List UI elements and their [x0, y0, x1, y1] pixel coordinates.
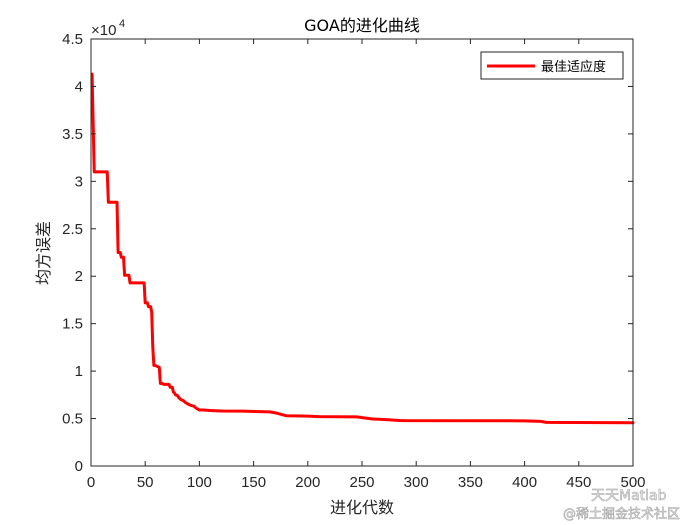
series-layer — [90, 72, 635, 425]
x-tick-label: 50 — [137, 474, 154, 491]
y-exponent-power: 4 — [119, 18, 125, 30]
y-tick-label: 0 — [75, 458, 83, 475]
y-tick-label: 4.5 — [62, 31, 83, 48]
y-axis-label: 均方误差 — [34, 221, 53, 285]
plot-background — [91, 39, 633, 466]
tick-labels: 0 50 100 150 200 250 300 350 400 450 500 0 0.5 1 1.5 2 2… — [62, 31, 645, 491]
y-tick-label: 4 — [75, 78, 83, 95]
y-tick-label: 1.5 — [62, 316, 83, 333]
x-tick-label: 450 — [566, 474, 591, 491]
x-axis-label: 进化代数 — [330, 498, 394, 517]
y-tick-label: 3.5 — [62, 126, 83, 143]
watermark: 天天Matlab @稀土掘金技术社区 — [563, 488, 681, 523]
y-tick-label: 0.5 — [62, 411, 83, 428]
legend-label: 最佳适应度 — [541, 59, 606, 75]
y-tick-label: 2.5 — [62, 221, 83, 238]
chart-title: GOA的进化曲线 — [304, 16, 420, 35]
watermark-line2: @稀土掘金技术社区 — [563, 506, 680, 522]
series-line-0 — [90, 72, 635, 425]
x-tick-label: 400 — [512, 474, 537, 491]
x-tick-label: 300 — [404, 474, 429, 491]
axes-layer — [90, 38, 634, 467]
x-tick-label: 100 — [187, 474, 212, 491]
y-tick-label: 1 — [75, 363, 83, 380]
plot-area — [91, 39, 633, 466]
x-tick-label: 500 — [620, 474, 645, 491]
x-tick-label: 250 — [349, 474, 374, 491]
legend: 最佳适应度 — [480, 51, 624, 80]
x-tick-label: 200 — [295, 474, 320, 491]
y-exponent-base: ×10 — [91, 22, 116, 39]
y-tick-label: 3 — [75, 173, 83, 190]
watermark-line1: 天天Matlab — [591, 488, 667, 504]
x-tick-label: 0 — [87, 474, 95, 491]
y-tick-label: 2 — [75, 268, 83, 285]
x-tick-label: 350 — [458, 474, 483, 491]
x-tick-label: 150 — [241, 474, 266, 491]
